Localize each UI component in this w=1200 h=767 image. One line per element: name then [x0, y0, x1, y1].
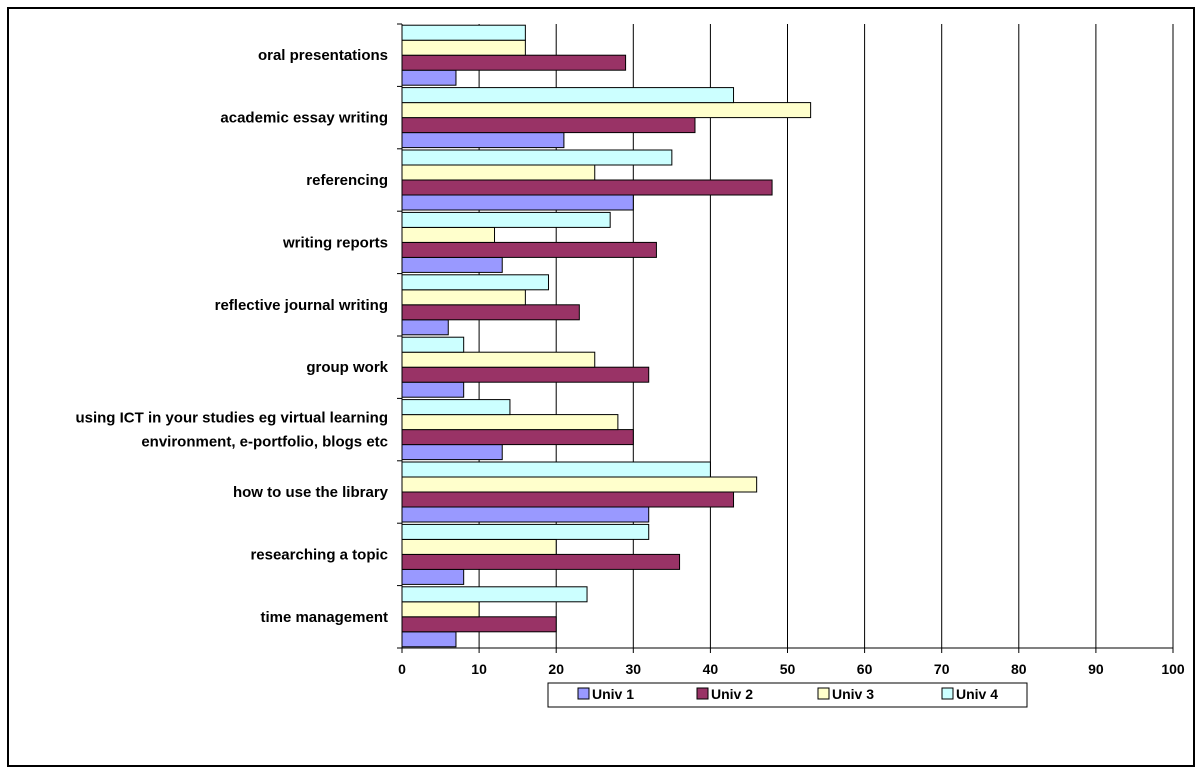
bar-3-5: [401, 289, 526, 306]
bar-2-3: [401, 179, 773, 196]
category-label-1: oral presentations: [258, 47, 388, 64]
bar-1-2: [401, 132, 565, 149]
bar-2-5: [401, 304, 580, 321]
bar-3-1: [401, 39, 526, 56]
chart-frame: [7, 7, 1195, 767]
category-label-9: researching a topic: [250, 546, 388, 563]
bar-1-4: [401, 256, 503, 273]
legend-label-2: Univ 2: [711, 686, 753, 702]
bar-1-10: [401, 631, 457, 648]
bar-3-10: [401, 601, 480, 618]
bar-2-8: [401, 491, 735, 508]
bar-3-6: [401, 351, 596, 368]
bar-3-4: [401, 226, 496, 243]
bar-2-7: [401, 429, 634, 446]
bar-3-8: [401, 476, 758, 493]
bar-4-1: [401, 24, 526, 41]
x-tick-label-20: 20: [548, 661, 564, 677]
bar-1-6: [401, 381, 465, 398]
x-tick-label-0: 0: [398, 661, 406, 677]
bar-3-2: [401, 102, 812, 119]
legend-swatch-2: [696, 687, 709, 700]
x-tick-label-30: 30: [626, 661, 642, 677]
category-label-5: reflective journal writing: [215, 297, 388, 314]
bar-2-9: [401, 553, 681, 570]
bar-1-3: [401, 194, 634, 211]
category-label-2: academic essay writing: [220, 110, 388, 127]
bar-3-9: [401, 538, 557, 555]
x-tick-label-100: 100: [1161, 661, 1185, 677]
bar-4-8: [401, 461, 711, 478]
x-tick-label-90: 90: [1088, 661, 1104, 677]
legend-swatch-4: [941, 687, 954, 700]
x-tick-label-10: 10: [471, 661, 487, 677]
legend-swatch-1: [577, 687, 590, 700]
x-tick-label-80: 80: [1011, 661, 1027, 677]
category-label-10: time management: [260, 609, 388, 626]
bar-1-1: [401, 69, 457, 86]
bar-4-7: [401, 399, 511, 416]
category-label-6: group work: [306, 359, 388, 376]
bar-4-2: [401, 87, 735, 104]
bar-4-4: [401, 211, 611, 228]
bar-1-8: [401, 506, 650, 523]
x-tick-label-50: 50: [780, 661, 796, 677]
legend-label-1: Univ 1: [592, 686, 634, 702]
bar-4-6: [401, 336, 465, 353]
x-tick-label-70: 70: [934, 661, 950, 677]
category-label-7-line-1: using ICT in your studies eg virtual lea…: [75, 410, 388, 427]
bar-1-9: [401, 568, 465, 585]
bar-1-5: [401, 319, 449, 336]
bar-2-1: [401, 54, 627, 71]
bar-chart: 0 10 20 30 40 50 60 70 80 90 100 oral presentations…: [75, 23, 1185, 708]
bar-4-3: [401, 149, 673, 166]
bar-2-4: [401, 241, 657, 258]
category-label-8: how to use the library: [233, 484, 389, 501]
bar-3-3: [401, 164, 596, 181]
x-tick-label-40: 40: [703, 661, 719, 677]
bar-2-6: [401, 366, 650, 383]
category-label-3: referencing: [306, 172, 388, 189]
x-tick-label-60: 60: [857, 661, 873, 677]
category-label-7-line-2: environment, e-portfolio, blogs etc: [141, 434, 388, 451]
bar-4-5: [401, 274, 549, 291]
category-label-4: writing reports: [282, 234, 388, 251]
bar-3-7: [401, 414, 619, 431]
legend-label-3: Univ 3: [832, 686, 874, 702]
legend-label-4: Univ 4: [956, 686, 998, 702]
bar-1-7: [401, 444, 503, 461]
bar-2-2: [401, 117, 696, 134]
bar-4-10: [401, 586, 588, 603]
bar-4-9: [401, 523, 650, 540]
legend-swatch-3: [817, 687, 830, 700]
bar-2-10: [401, 616, 557, 633]
